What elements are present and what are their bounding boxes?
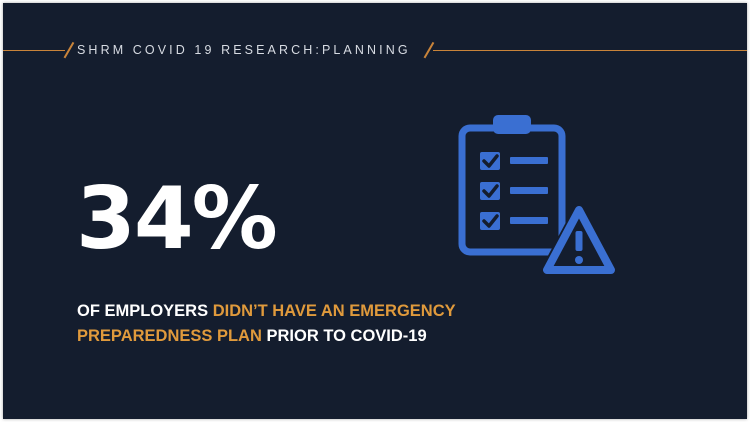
header-rule-left: [3, 50, 65, 51]
warning-triangle-icon: [537, 198, 621, 276]
caption-highlight: DIDN’T HAVE AN EMERGENCY PREPAREDNESS PL…: [77, 302, 456, 345]
stat-caption: OF EMPLOYERS DIDN’T HAVE AN EMERGENCY PR…: [77, 299, 517, 349]
header-slash-left: [63, 41, 74, 59]
slide: SHRM COVID 19 RESEARCH:PLANNING 34% OF E…: [3, 3, 747, 419]
clipboard-clip-icon: [493, 115, 531, 134]
stat-value: 34%: [76, 169, 278, 269]
clipboard-checklist-icon: [458, 115, 621, 276]
header-rule-right: [433, 50, 747, 51]
caption-part-1: OF EMPLOYERS: [77, 302, 213, 320]
slide-header: SHRM COVID 19 RESEARCH:PLANNING: [77, 43, 411, 57]
caption-part-3: PRIOR TO COVID-19: [261, 327, 427, 345]
